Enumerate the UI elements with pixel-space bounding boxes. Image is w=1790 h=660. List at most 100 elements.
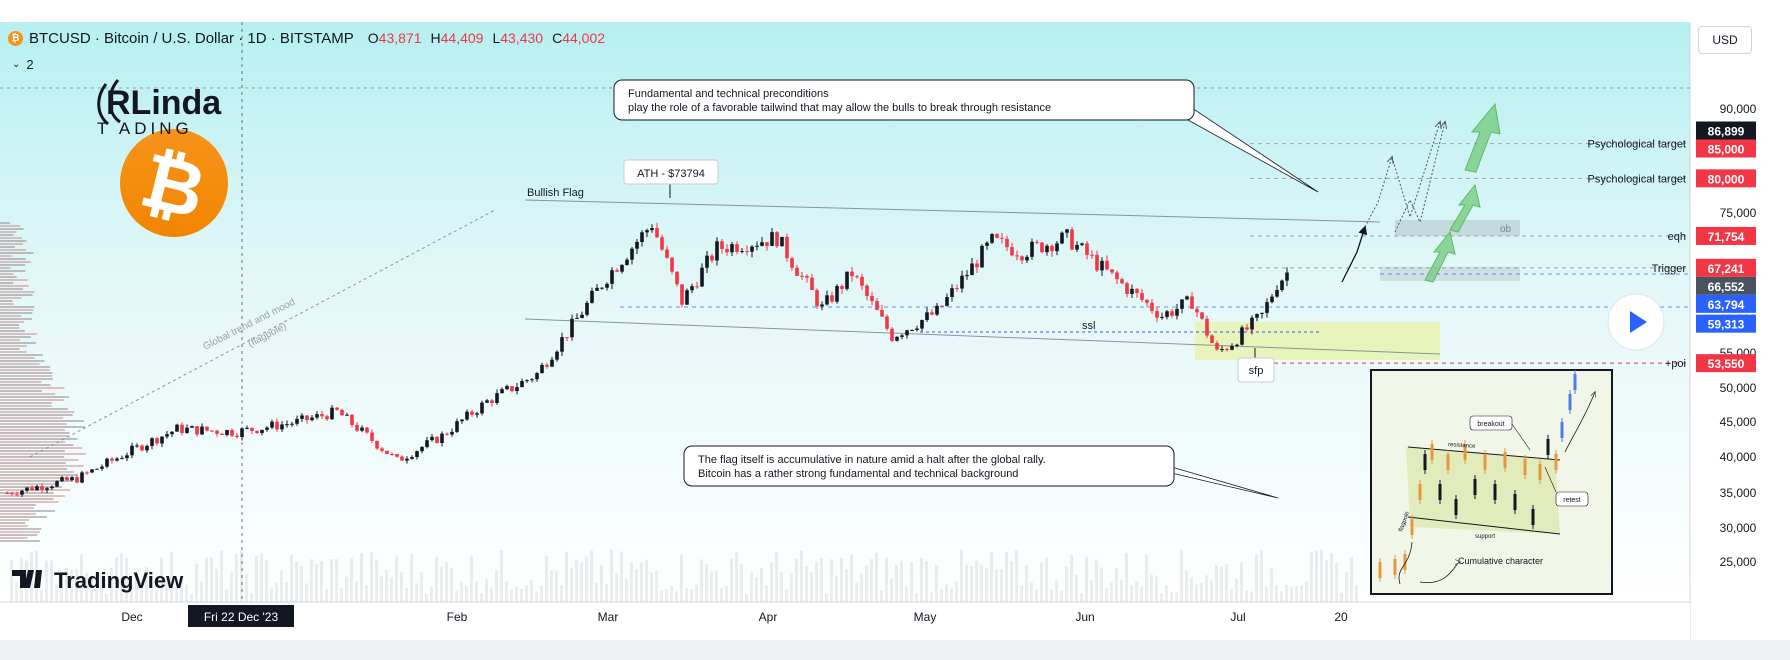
volume-profile-bar <box>0 372 53 374</box>
volume-bar <box>900 560 903 602</box>
symbol-row[interactable]: ₿ BTCUSD · Bitcoin / U.S. Dollar · 1D · … <box>8 28 605 48</box>
price-label-box <box>1696 121 1756 140</box>
volume-bar <box>810 572 813 602</box>
candle-body <box>1280 280 1284 291</box>
volume-bar <box>745 593 748 602</box>
volume-profile-bar <box>0 414 73 416</box>
volume-bar <box>115 557 118 602</box>
note-mid-line1: The flag itself is accumulative in natur… <box>698 454 1046 466</box>
candle-body <box>880 310 884 317</box>
candle-body <box>1075 244 1079 250</box>
volume-bar <box>1340 592 1343 602</box>
candle-body <box>1275 290 1279 297</box>
volume-bar <box>880 590 883 602</box>
volume-bar <box>110 567 113 602</box>
rlinda-logo-icon <box>97 79 121 126</box>
close-value: 44,002 <box>562 30 606 46</box>
volume-profile-bar <box>0 249 27 251</box>
candle-body <box>835 286 839 302</box>
volume-bar <box>855 582 858 602</box>
volume-bar <box>225 589 228 602</box>
volume-bar <box>285 582 288 602</box>
candle-body <box>360 427 364 431</box>
volume-profile-bar <box>0 510 55 512</box>
candle-body <box>270 421 274 428</box>
candle-body <box>420 446 424 452</box>
volume-bar <box>165 583 168 602</box>
volume-bar <box>160 557 163 602</box>
candle-body <box>820 304 824 307</box>
candle-body <box>900 335 904 337</box>
volume-profile-bar <box>0 462 66 464</box>
volume-bar <box>865 565 868 602</box>
price-chart[interactable]: ob ssl Global trend and mood (flagpole) … <box>0 22 1790 640</box>
indicators-toggle[interactable]: ⌄ 2 <box>12 57 34 72</box>
volume-bar <box>380 575 383 602</box>
volume-bar <box>690 589 693 602</box>
flag-upper-line <box>524 199 1381 223</box>
volume-bar <box>1350 557 1353 602</box>
candle-body <box>700 267 704 287</box>
volume-bar <box>125 557 128 602</box>
volume-profile-bar <box>0 294 33 296</box>
chevron-down-icon: ⌄ <box>12 59 21 70</box>
volume-bar <box>1170 592 1173 602</box>
candle-body <box>205 426 209 431</box>
volume-bar <box>940 588 943 602</box>
candle-body <box>1005 238 1009 248</box>
candle-body <box>65 477 69 481</box>
chart-frame[interactable]: ob ssl Global trend and mood (flagpole) … <box>0 22 1790 640</box>
volume-bar <box>840 558 843 602</box>
inset-resistance-label: resistance <box>1448 442 1476 450</box>
volume-bar <box>410 553 413 602</box>
candle-body <box>1090 254 1094 256</box>
volume-bar <box>485 578 488 602</box>
volume-bar <box>1080 592 1083 602</box>
candle-body <box>660 237 664 250</box>
candle-body <box>745 251 749 253</box>
volume-bar <box>1065 566 1068 602</box>
volume-bar <box>650 572 653 602</box>
volume-profile-bar <box>0 360 45 362</box>
volume-profile-bar <box>0 480 73 482</box>
candle-body <box>380 448 384 451</box>
price-label: 59,313 <box>1708 318 1745 332</box>
play-icon[interactable] <box>1630 311 1647 333</box>
volume-bar <box>335 559 338 602</box>
candle-body <box>445 433 449 435</box>
volume-bar <box>1190 577 1193 602</box>
volume-bar <box>760 568 763 602</box>
currency-button[interactable]: USD <box>1698 26 1752 54</box>
candle-body <box>1040 242 1044 253</box>
volume-profile-bar <box>0 474 78 476</box>
volume-bar <box>245 573 248 602</box>
candle-body <box>895 336 899 341</box>
candle-body <box>1245 327 1249 330</box>
volume-bar <box>970 566 973 602</box>
candle-body <box>695 286 699 288</box>
candle-body <box>1240 327 1244 345</box>
symbol-title[interactable]: BTCUSD · Bitcoin / U.S. Dollar · 1D · BI… <box>29 29 354 47</box>
candle-body <box>625 259 629 265</box>
volume-bar <box>895 565 898 602</box>
candle-body <box>805 275 809 278</box>
candle-body <box>290 423 294 425</box>
tradingview-label: TradingView <box>54 568 184 593</box>
volume-profile-bar <box>0 264 26 266</box>
candle-body <box>30 487 34 491</box>
volume-bar <box>1260 550 1263 602</box>
play-button[interactable] <box>1607 293 1665 351</box>
x-tick-label: 20 <box>1334 610 1348 624</box>
volume-bar <box>345 576 348 602</box>
candle-body <box>160 436 164 444</box>
volume-bar <box>920 558 923 602</box>
candle-body <box>620 264 624 272</box>
volume-bar <box>665 589 668 602</box>
volume-profile-bar <box>0 432 70 434</box>
volume-bar <box>600 564 603 602</box>
ath-callout: ATH - $73794 <box>623 159 719 198</box>
volume-bar <box>445 562 448 602</box>
candle-body <box>225 430 229 435</box>
candle-body <box>1085 243 1089 255</box>
candle-body <box>1235 344 1239 347</box>
